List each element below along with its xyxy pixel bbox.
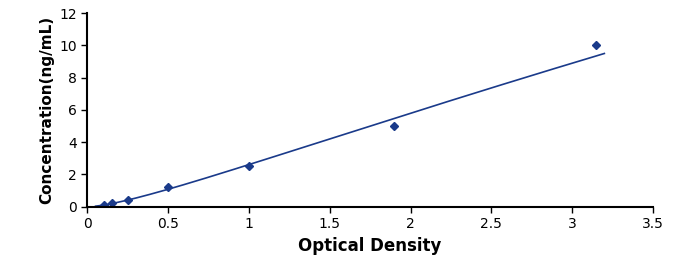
Y-axis label: Concentration(ng/mL): Concentration(ng/mL) <box>39 16 54 204</box>
X-axis label: Optical Density: Optical Density <box>298 237 442 255</box>
